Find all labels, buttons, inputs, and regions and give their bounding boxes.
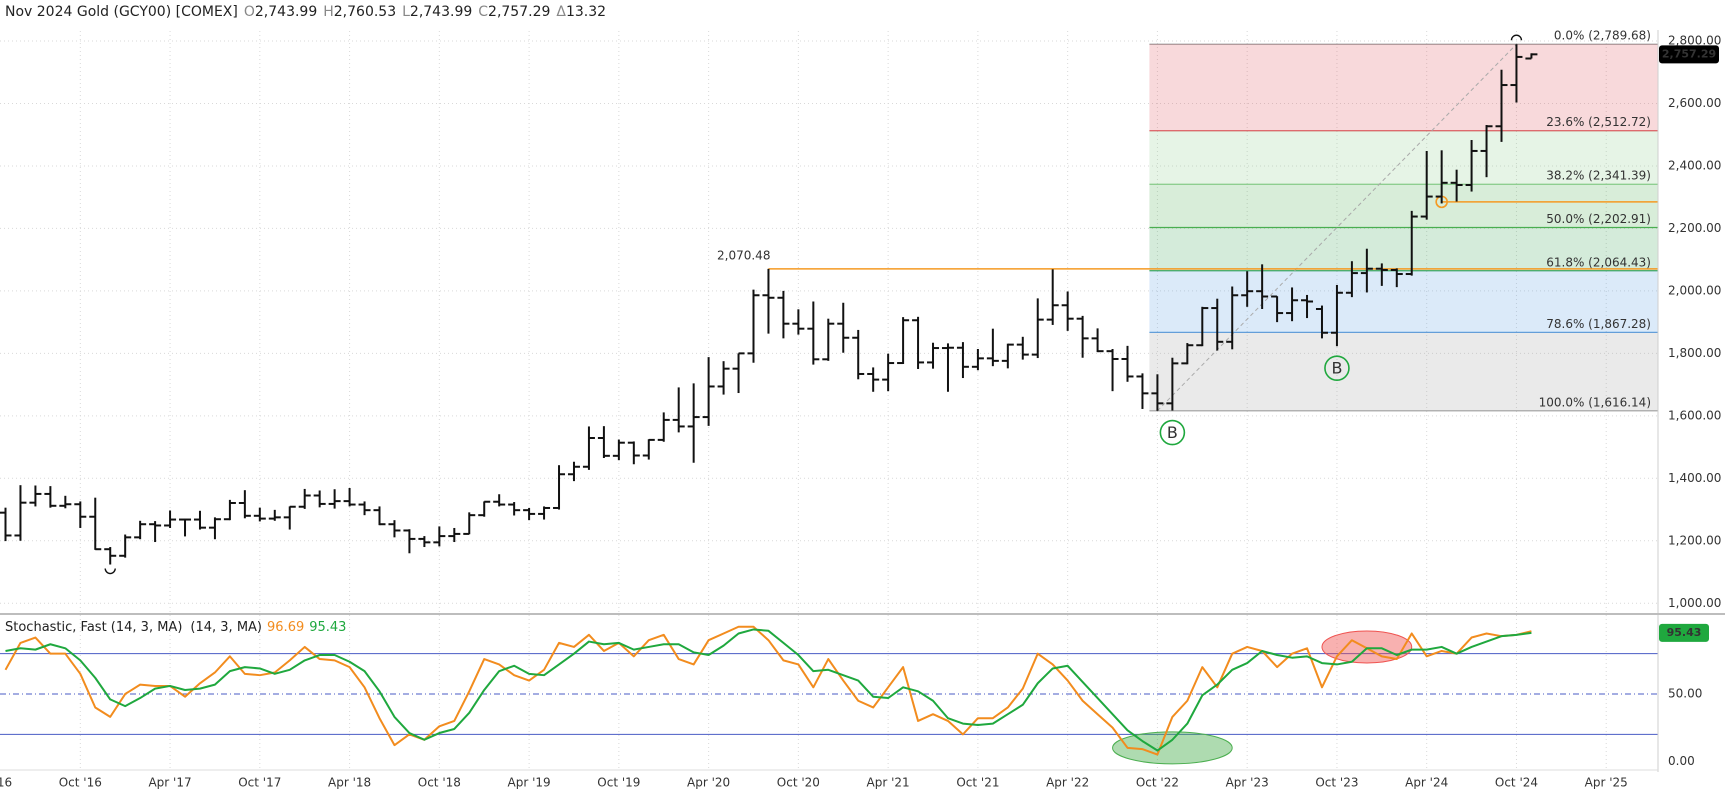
fib-label: 61.8% (2,064.43) <box>1546 255 1651 269</box>
pane-title-params: (14, 3, MA) <box>190 620 262 635</box>
y-tick-label: 2,400.00 <box>1668 158 1721 172</box>
pivot-mark <box>1510 34 1523 41</box>
y-tick-label: 1,200.00 <box>1668 533 1721 547</box>
fib-zone <box>1149 44 1658 131</box>
x-tick-label: Apr '23 <box>1226 776 1269 790</box>
y-tick-label: 1,000.00 <box>1668 596 1721 610</box>
y-tick-label: 2,200.00 <box>1668 221 1721 235</box>
last-price-badge <box>1659 45 1719 64</box>
quote-value: 2,743.99 <box>410 4 472 20</box>
pane-last-value: 95.43 <box>309 620 346 635</box>
annotation-text: B <box>1331 359 1342 378</box>
price-line-label: 2,070.48 <box>717 248 770 262</box>
label-layer: Nov 2024 Gold (GCY00) [COMEX] O2,743.99 H2… <box>0 4 1721 790</box>
annotation-circle <box>1159 419 1186 446</box>
last-value-badge <box>1659 623 1709 642</box>
highlight <box>1321 630 1413 664</box>
x-tick-label: Oct '20 <box>777 776 820 790</box>
fib-label: 100.0% (1,616.14) <box>1539 395 1651 409</box>
x-tick-label: Apr '17 <box>148 776 191 790</box>
fib-label: 38.2% (2,341.39) <box>1546 169 1651 183</box>
pane-last-value: 96.69 <box>267 620 304 635</box>
quote-value: 2,760.53 <box>334 4 396 20</box>
y-tick-label: 1,400.00 <box>1668 471 1721 485</box>
x-tick-label: Oct '17 <box>238 776 281 790</box>
fib-zone <box>1149 332 1658 411</box>
y-tick-label: 1,600.00 <box>1668 408 1721 422</box>
last-value-label: 95.43 <box>1667 626 1702 639</box>
quote-key: O <box>244 4 255 20</box>
quote-key: Δ <box>556 4 566 20</box>
pane-title: Stochastic, Fast (14, 3, MA) (14, 3, MA) 9… <box>5 620 346 635</box>
quote-value: 2,757.29 <box>488 4 550 20</box>
fib-zone <box>1149 184 1658 228</box>
fib-zone <box>1149 130 1658 185</box>
x-tick-label: Apr '22 <box>1046 776 1089 790</box>
stoch-line <box>5 628 1532 752</box>
fib-label: 23.6% (2,512.72) <box>1546 115 1651 129</box>
quote-key: C <box>478 4 488 20</box>
x-tick-label: Apr '21 <box>867 776 910 790</box>
x-tick-label: Oct '22 <box>1136 776 1179 790</box>
fib-label: 0.0% (2,789.68) <box>1554 29 1651 43</box>
plot-layer <box>0 34 1658 765</box>
y-tick-label: 1,800.00 <box>1668 346 1721 360</box>
highlight <box>1112 731 1233 765</box>
fib-zone <box>1149 227 1658 271</box>
annotation-circle <box>1324 355 1350 381</box>
x-tick-label: Oct '24 <box>1495 776 1538 790</box>
last-price-label: 2,757.29 <box>1662 47 1716 60</box>
y-tick-label: 2,600.00 <box>1668 96 1721 110</box>
header-title: Nov 2024 Gold (GCY00) [COMEX] <box>5 4 238 20</box>
fib-label: 78.6% (1,867.28) <box>1546 317 1651 331</box>
quote-key: H <box>323 4 334 20</box>
x-tick-label: Apr '16 <box>0 776 12 790</box>
fib-layer <box>1149 43 1658 412</box>
y-tick-label: 50.00 <box>1668 687 1702 701</box>
fib-zone <box>1149 270 1658 333</box>
quote-value: 2,743.99 <box>255 4 317 20</box>
quote-value: 13.32 <box>566 4 606 20</box>
y-tick-label: 0.00 <box>1668 754 1695 768</box>
x-tick-label: Oct '16 <box>59 776 102 790</box>
x-tick-label: Oct '23 <box>1315 776 1358 790</box>
y-tick-label: 2,800.00 <box>1668 33 1721 47</box>
x-tick-label: Apr '25 <box>1585 776 1628 790</box>
x-tick-label: Apr '19 <box>508 776 551 790</box>
x-tick-label: Oct '19 <box>597 776 640 790</box>
x-tick-label: Apr '18 <box>328 776 371 790</box>
x-tick-label: Oct '21 <box>956 776 999 790</box>
header: Nov 2024 Gold (GCY00) [COMEX] O2,743.99 H2… <box>5 4 606 20</box>
annotation-text: B <box>1167 423 1178 442</box>
x-tick-label: Apr '20 <box>687 776 730 790</box>
pivot-mark <box>104 568 116 575</box>
fib-label: 50.0% (2,202.91) <box>1546 212 1651 226</box>
stoch-line <box>4 625 1532 756</box>
y-tick-label: 2,000.00 <box>1668 283 1721 297</box>
x-tick-label: Apr '24 <box>1405 776 1448 790</box>
pane-title-main: Stochastic, Fast (14, 3, MA) <box>5 620 182 635</box>
x-tick-label: Oct '18 <box>418 776 461 790</box>
quote-key: L <box>402 4 410 20</box>
